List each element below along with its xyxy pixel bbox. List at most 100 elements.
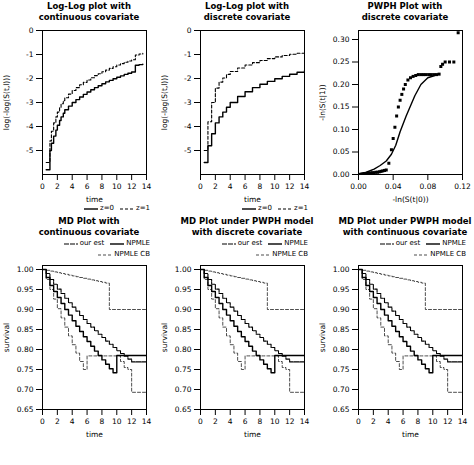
svg-text:0.95: 0.95 — [333, 285, 350, 294]
svg-text:-3: -3 — [184, 98, 192, 107]
svg-text:0.25: 0.25 — [333, 57, 350, 66]
svg-text:8: 8 — [100, 182, 105, 191]
svg-text:0.95: 0.95 — [17, 285, 34, 294]
svg-text:12: 12 — [285, 182, 295, 191]
svg-text:2: 2 — [213, 182, 218, 191]
svg-text:10: 10 — [270, 417, 280, 426]
svg-text:0.90: 0.90 — [17, 305, 34, 314]
svg-text:0.70: 0.70 — [175, 385, 192, 394]
svg-text:0.05: 0.05 — [333, 147, 350, 156]
svg-text:0.00: 0.00 — [333, 170, 350, 179]
svg-text:0.75: 0.75 — [17, 365, 34, 374]
svg-text:0.80: 0.80 — [175, 345, 192, 354]
svg-text:0.80: 0.80 — [333, 345, 350, 354]
svg-text:2: 2 — [55, 417, 60, 426]
svg-text:14: 14 — [458, 417, 468, 426]
svg-text:2: 2 — [55, 182, 60, 191]
svg-text:6: 6 — [85, 417, 90, 426]
svg-text:12: 12 — [127, 182, 137, 191]
svg-text:10: 10 — [270, 182, 280, 191]
svg-text:-5: -5 — [184, 146, 192, 155]
svg-text:10: 10 — [428, 417, 438, 426]
svg-text:8: 8 — [416, 417, 421, 426]
svg-text:0.85: 0.85 — [333, 325, 350, 334]
svg-text:0.15: 0.15 — [333, 102, 350, 111]
svg-text:12: 12 — [127, 417, 137, 426]
svg-text:10: 10 — [112, 417, 122, 426]
svg-text:8: 8 — [258, 182, 263, 191]
svg-text:0: 0 — [198, 182, 203, 191]
svg-text:4: 4 — [228, 417, 233, 426]
svg-text:14: 14 — [142, 417, 152, 426]
svg-text:0.85: 0.85 — [17, 325, 34, 334]
svg-text:0.65: 0.65 — [175, 405, 192, 414]
svg-text:time: time — [244, 430, 261, 439]
svg-text:12: 12 — [443, 417, 453, 426]
svg-text:6: 6 — [401, 417, 406, 426]
svg-text:-ln(S(t|0)): -ln(S(t|0)) — [392, 195, 428, 204]
svg-text:0.65: 0.65 — [333, 405, 350, 414]
svg-text:-1: -1 — [26, 50, 34, 59]
svg-text:0.95: 0.95 — [175, 285, 192, 294]
svg-text:time: time — [244, 195, 261, 204]
svg-text:survival: survival — [160, 323, 169, 352]
svg-text:2: 2 — [371, 417, 376, 426]
svg-text:-2: -2 — [26, 74, 34, 83]
svg-text:survival: survival — [318, 323, 327, 352]
svg-text:0.80: 0.80 — [17, 345, 34, 354]
svg-text:0.00: 0.00 — [350, 182, 367, 191]
svg-text:0.85: 0.85 — [175, 325, 192, 334]
svg-text:0.04: 0.04 — [385, 182, 402, 191]
svg-text:8: 8 — [258, 417, 263, 426]
svg-text:0: 0 — [29, 26, 34, 35]
svg-text:0.90: 0.90 — [333, 305, 350, 314]
svg-text:14: 14 — [142, 182, 152, 191]
svg-text:log(-log(S(t,l))): log(-log(S(t,l))) — [2, 75, 11, 130]
svg-text:0.12: 0.12 — [454, 182, 471, 191]
svg-text:4: 4 — [386, 417, 391, 426]
svg-text:4: 4 — [70, 417, 75, 426]
svg-text:-2: -2 — [184, 74, 192, 83]
svg-text:1.00: 1.00 — [175, 265, 192, 274]
svg-text:-4: -4 — [26, 122, 34, 131]
svg-text:6: 6 — [85, 182, 90, 191]
svg-text:0: 0 — [40, 182, 45, 191]
svg-text:-5: -5 — [26, 146, 34, 155]
svg-text:0.90: 0.90 — [175, 305, 192, 314]
svg-text:0: 0 — [40, 417, 45, 426]
svg-text:1.00: 1.00 — [17, 265, 34, 274]
svg-text:4: 4 — [70, 182, 75, 191]
svg-text:10: 10 — [112, 182, 122, 191]
svg-text:0.08: 0.08 — [419, 182, 436, 191]
svg-text:time: time — [402, 430, 419, 439]
svg-text:0.70: 0.70 — [17, 385, 34, 394]
svg-text:0.65: 0.65 — [17, 405, 34, 414]
svg-text:0.30: 0.30 — [333, 35, 350, 44]
svg-text:0: 0 — [198, 417, 203, 426]
svg-text:0: 0 — [356, 417, 361, 426]
svg-text:log(-log(S(t,l))): log(-log(S(t,l))) — [160, 75, 169, 130]
svg-text:-ln(S(t|1)): -ln(S(t|1)) — [318, 84, 327, 120]
svg-text:2: 2 — [213, 417, 218, 426]
svg-text:6: 6 — [243, 182, 248, 191]
svg-text:0.10: 0.10 — [333, 125, 350, 134]
svg-text:-1: -1 — [184, 50, 192, 59]
svg-text:4: 4 — [228, 182, 233, 191]
svg-text:0.75: 0.75 — [333, 365, 350, 374]
svg-text:6: 6 — [243, 417, 248, 426]
svg-text:-3: -3 — [26, 98, 34, 107]
svg-text:0.20: 0.20 — [333, 80, 350, 89]
svg-text:-4: -4 — [184, 122, 192, 131]
svg-text:12: 12 — [285, 417, 295, 426]
svg-text:14: 14 — [300, 417, 310, 426]
svg-text:14: 14 — [300, 182, 310, 191]
svg-text:time: time — [86, 195, 103, 204]
html-text:Log-Log plot with continuous c: Log-Log plot with continuous covariate — [38, 1, 140, 22]
svg-text:0.70: 0.70 — [333, 385, 350, 394]
svg-text:0.75: 0.75 — [175, 365, 192, 374]
svg-text:8: 8 — [100, 417, 105, 426]
svg-text:survival: survival — [2, 323, 11, 352]
svg-text:time: time — [86, 430, 103, 439]
svg-text:1.00: 1.00 — [333, 265, 350, 274]
svg-text:0: 0 — [187, 26, 192, 35]
